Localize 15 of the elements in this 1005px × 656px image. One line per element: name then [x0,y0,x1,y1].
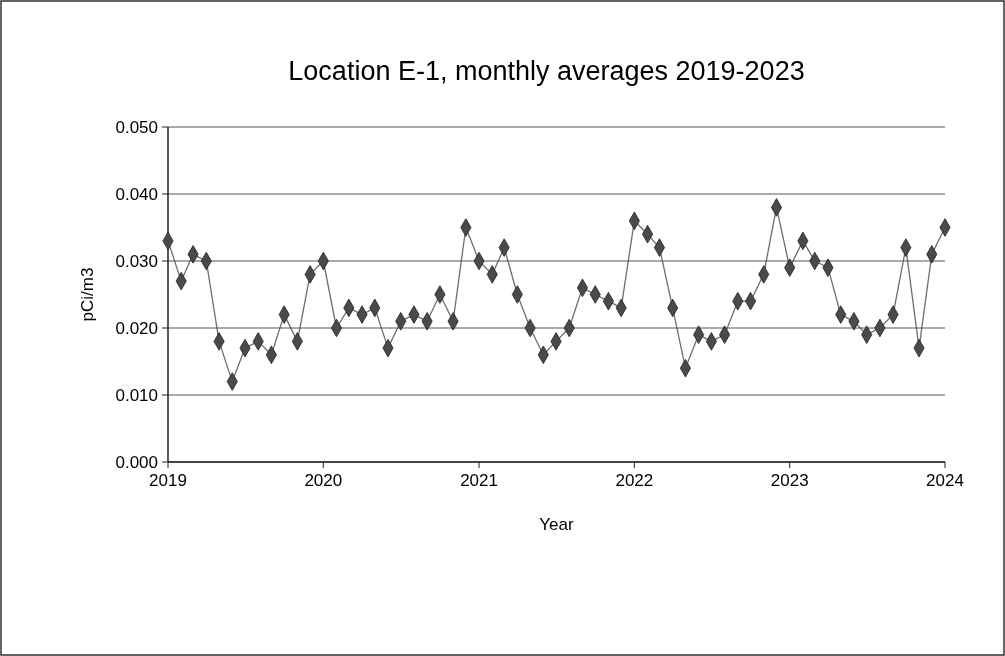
y-tick-label: 0.050 [115,117,158,137]
x-axis-title: Year [539,515,575,534]
x-tick-label: 2021 [460,471,498,490]
y-axis-title: pCi/m3 [78,267,97,322]
chart-title: Location E-1, monthly averages 2019-2023 [288,56,805,86]
y-tick-label: 0.040 [115,184,158,204]
x-tick-label: 2019 [149,471,187,490]
x-tick-label: 2023 [770,471,809,490]
x-tick-label: 2024 [926,471,964,490]
y-tick-label: 0.020 [115,318,158,338]
x-tick-label: 2020 [304,471,343,490]
y-tick-label: 0.030 [115,251,158,271]
y-tick-label: 0.000 [115,452,158,472]
x-tick-label: 2022 [615,471,654,490]
y-tick-label: 0.010 [115,385,158,405]
